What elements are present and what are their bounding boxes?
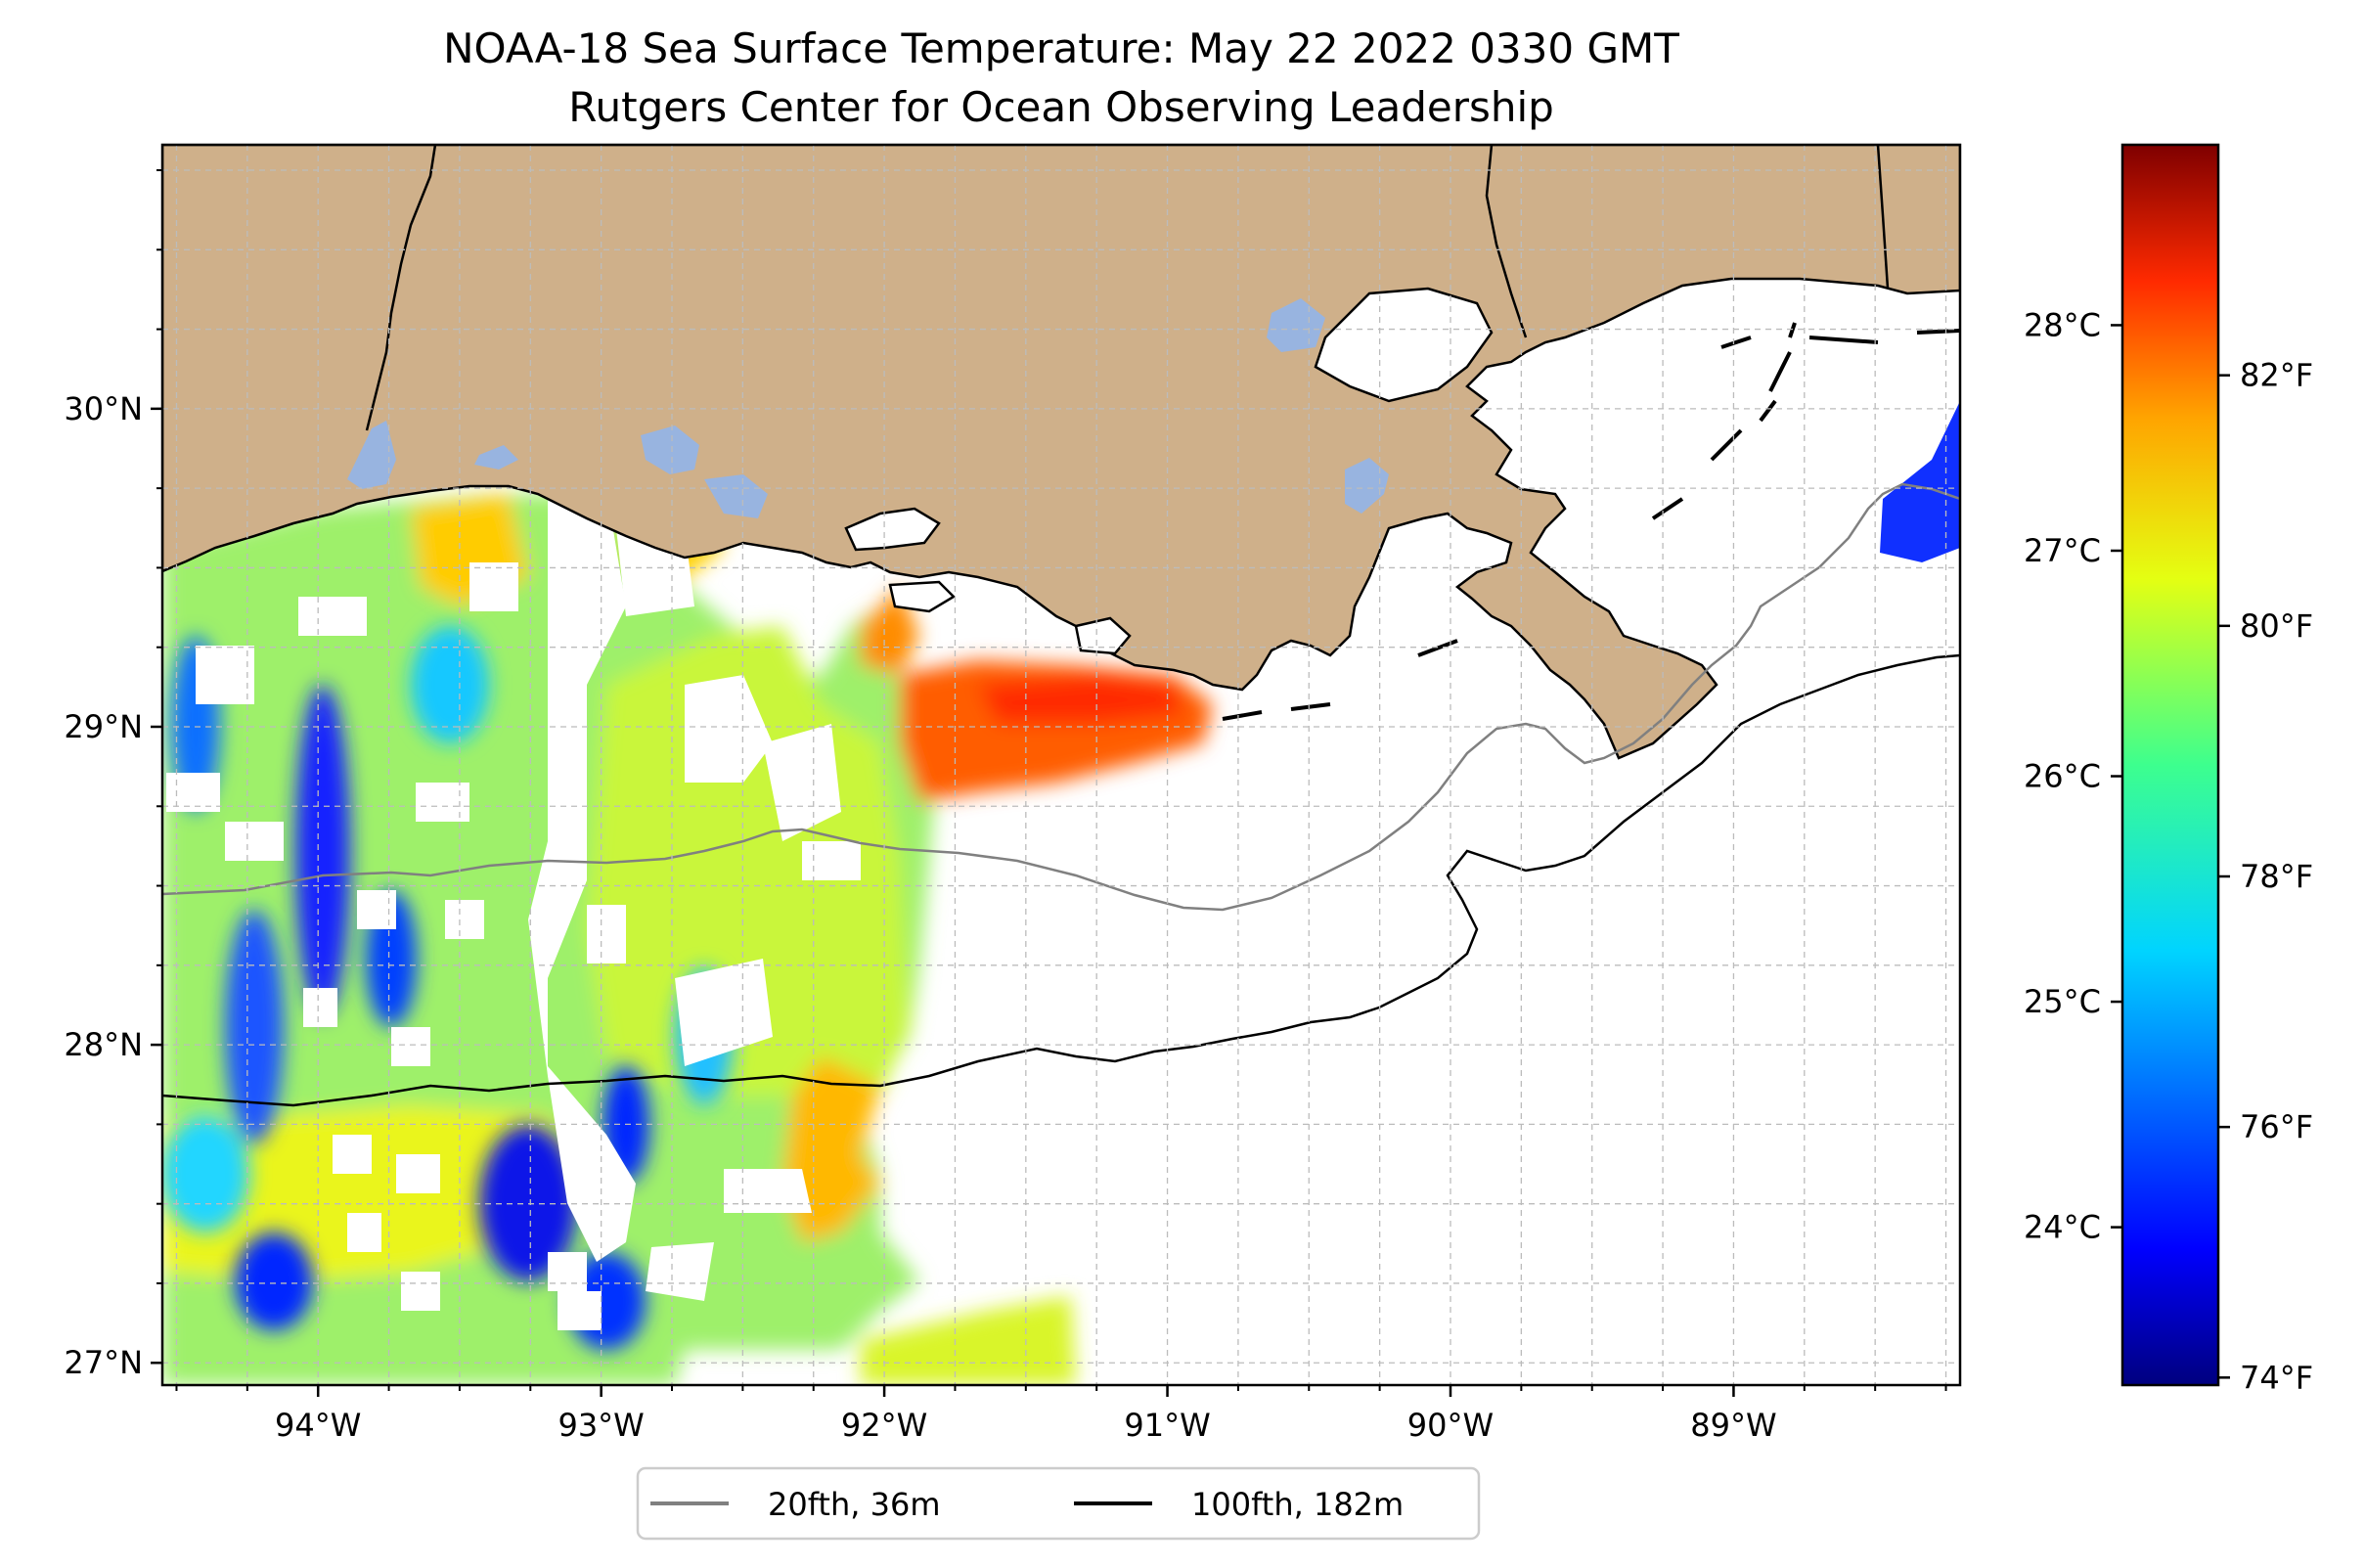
ms-al-border — [1876, 145, 1890, 290]
x-tick-label: 91°W — [1124, 1407, 1210, 1444]
sst-cold-streak-3 — [479, 1125, 577, 1281]
sst-cold-streak-2 — [225, 910, 284, 1144]
chart-subtitle: Rutgers Center for Ocean Observing Leade… — [568, 83, 1554, 131]
terrebonne-bay — [1074, 616, 1132, 655]
sst-cold-streak-1 — [295, 685, 350, 1017]
colorbar-fahrenheit-label: 80°F — [2240, 607, 2313, 645]
sst-cold-streak-7 — [235, 1232, 313, 1330]
colorbar-celsius-label: 27°C — [2024, 532, 2101, 569]
atchafalaya-bay — [888, 580, 957, 613]
x-axis: 94°W 93°W 92°W 91°W 90°W 89°W — [175, 1385, 1947, 1444]
lake-salvador — [1345, 458, 1389, 514]
lake-sabine-strip — [474, 445, 518, 470]
x-tick-label: 93°W — [558, 1407, 644, 1444]
lake-calcasieu — [347, 421, 396, 489]
x-tick-label: 90°W — [1407, 1407, 1494, 1444]
gridlines — [162, 145, 1960, 1385]
colorbar-fahrenheit-label: 82°F — [2240, 357, 2313, 394]
vermilion-bay — [844, 507, 941, 552]
lake-white — [704, 474, 768, 518]
colorbar-celsius-label: 28°C — [2024, 306, 2101, 343]
lake-pontchartrain — [1314, 287, 1494, 403]
la-ms-border — [1485, 145, 1528, 338]
tx-la-border — [365, 145, 437, 431]
y-tick-label: 28°N — [64, 1026, 143, 1063]
y-tick-label: 27°N — [64, 1344, 143, 1381]
colorbar-fahrenheit-label: 78°F — [2240, 858, 2313, 895]
legend-label-100fth: 100fth, 182m — [1191, 1486, 1404, 1523]
map-frame — [160, 143, 1962, 1387]
chart-title: NOAA-18 Sea Surface Temperature: May 22 … — [443, 24, 1679, 72]
lake-grand — [641, 426, 699, 474]
y-tick-label: 30°N — [64, 390, 143, 427]
colorbar-fahrenheit-label: 74°F — [2240, 1359, 2313, 1396]
map-area — [162, 145, 1960, 1385]
colorbar-celsius-label: 24°C — [2024, 1209, 2101, 1246]
state-borders — [365, 145, 1890, 431]
legend-label-20fth: 20fth, 36m — [768, 1486, 940, 1523]
legend: 20fth, 36m 100fth, 182m — [636, 1466, 1481, 1541]
colorbar-celsius-label: 25°C — [2024, 983, 2101, 1020]
barrier-islands — [1222, 322, 1960, 721]
sst-cyan-patch-1 — [411, 626, 489, 743]
lakes — [347, 287, 1494, 655]
sst-ne-cold-patch — [1880, 401, 1960, 562]
sst-cyan-patch-2 — [162, 1115, 249, 1232]
y-tick-label: 29°N — [64, 708, 143, 745]
colorbar-celsius-axis: 24°C 25°C 26°C 27°C 28°C — [2024, 306, 2122, 1246]
isobath-20fth — [162, 482, 1960, 912]
y-axis: 27°N 28°N 29°N 30°N — [64, 169, 162, 1381]
x-tick-label: 92°W — [841, 1407, 927, 1444]
colorbar-fahrenheit-axis: 74°F 76°F 78°F 80°F 82°F — [2218, 357, 2313, 1396]
lake-maurepas — [1267, 298, 1325, 352]
colorbar: 24°C 25°C 26°C 27°C 28°C 74°F 76°F 78°F 80°F 82°… — [2024, 143, 2313, 1396]
x-tick-label: 89°W — [1690, 1407, 1776, 1444]
sst-south-strip — [861, 1296, 1076, 1385]
sst-red-core — [978, 675, 1183, 724]
legend-box — [636, 1466, 1481, 1541]
sst-raster — [162, 401, 1960, 1385]
isobath-100fth — [162, 653, 1960, 1107]
x-tick-label: 94°W — [275, 1407, 361, 1444]
colorbar-gradient — [2120, 143, 2220, 1387]
colorbar-celsius-label: 26°C — [2024, 758, 2101, 795]
land-louisiana — [162, 145, 1960, 760]
colorbar-fahrenheit-label: 76°F — [2240, 1108, 2313, 1145]
